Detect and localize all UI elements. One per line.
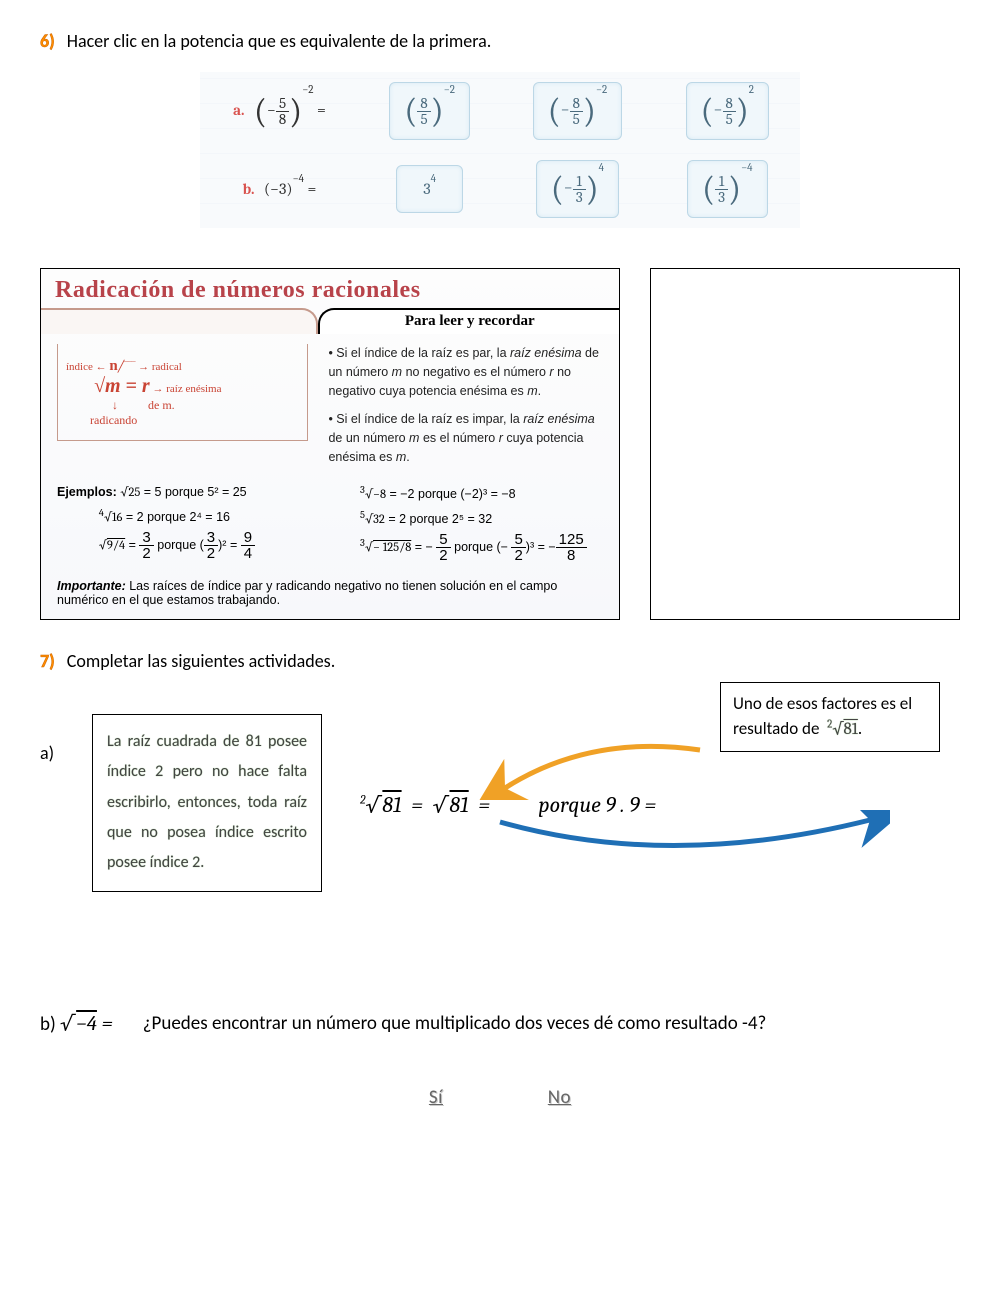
table-row: b. (−3)−4 = 34 (−13)4 (13)−4 bbox=[200, 150, 800, 228]
q6-number: 6) bbox=[40, 30, 55, 52]
part-b-label: b) √−4 = bbox=[40, 1012, 113, 1036]
definition-par: • Si el índice de la raíz es par, la raí… bbox=[328, 344, 605, 400]
examples-right: 3√−8 = −2 porque (−2)³ = −8 5√32 = 2 por… bbox=[360, 481, 603, 563]
table-row: a. (−58)−2 = (85)−2 (−85)−2 (−85)2 bbox=[200, 72, 800, 150]
part-b-question: ¿Puedes encontrar un número que multipli… bbox=[143, 1012, 767, 1035]
option-a1[interactable]: (85)−2 bbox=[389, 82, 470, 140]
si-no-row: Sí No bbox=[40, 1086, 960, 1109]
q7-number: 7) bbox=[40, 650, 55, 672]
row-a-prompt: a. (−58)−2 = bbox=[200, 72, 359, 150]
question-7: 7) Completar las siguientes actividades. bbox=[40, 650, 960, 672]
definition-impar: • Si el índice de la raíz es impar, la r… bbox=[328, 410, 605, 466]
option-si[interactable]: Sí bbox=[429, 1086, 443, 1109]
arrow-blue-icon bbox=[420, 810, 890, 870]
definitions: • Si el índice de la raíz es par, la raí… bbox=[318, 334, 619, 479]
label-radicando: radicando bbox=[66, 413, 299, 428]
row-label: b. bbox=[243, 180, 261, 198]
theory-row: Radicación de números racionales Para le… bbox=[40, 268, 960, 620]
panel-title: Radicación de números racionales bbox=[41, 269, 619, 308]
ex7-part-b: b) √−4 = ¿Puedes encontrar un número que… bbox=[40, 1012, 960, 1036]
radicacion-panel: Radicación de números racionales Para le… bbox=[40, 268, 620, 620]
row-label: a. bbox=[233, 101, 250, 119]
examples-block: Ejemplos: √25 = 5 porque 5² = 25 4√16 = … bbox=[41, 479, 619, 579]
option-b1[interactable]: 34 bbox=[396, 165, 463, 213]
part-a-label: a) bbox=[40, 742, 54, 764]
examples-label: Ejemplos: bbox=[57, 485, 117, 499]
option-a2[interactable]: (−85)−2 bbox=[533, 82, 622, 140]
q7-text: Completar las siguientes actividades. bbox=[67, 650, 336, 672]
q6-text: Hacer clic en la potencia que es equival… bbox=[67, 30, 492, 52]
arrow-orange-icon bbox=[450, 740, 730, 800]
option-a3[interactable]: (−85)2 bbox=[686, 82, 769, 140]
examples-left: Ejemplos: √25 = 5 porque 5² = 25 4√16 = … bbox=[57, 481, 300, 563]
option-b2[interactable]: (−13)4 bbox=[536, 160, 619, 218]
factor-note-box: Uno de esos factores es el resultado de … bbox=[720, 682, 940, 752]
importante-note: Importante: Las raíces de índice par y r… bbox=[41, 579, 619, 619]
prompt-expr: (−58)−2 = bbox=[254, 101, 326, 119]
tab-para-leer: Para leer y recordar bbox=[318, 308, 619, 334]
tab-left-blank bbox=[41, 308, 318, 334]
tabs-row: Para leer y recordar bbox=[41, 308, 619, 334]
label-dem: de m. bbox=[148, 398, 175, 412]
label-raiz: → raíz enésima bbox=[152, 383, 221, 395]
row-b-prompt: b. (−3)−4 = bbox=[200, 150, 359, 228]
note-text: La raíz cuadrada de 81 posee índice 2 pe… bbox=[107, 732, 307, 873]
prompt-expr: (−3)−4 = bbox=[264, 180, 316, 198]
ex6-options-table: a. (−58)−2 = (85)−2 (−85)−2 (−85)2 b. (−… bbox=[200, 72, 800, 228]
ex7-part-a: a) La raíz cuadrada de 81 posee índice 2… bbox=[40, 692, 960, 972]
question-6: 6) Hacer clic en la potencia que es equi… bbox=[40, 30, 960, 52]
empty-work-box bbox=[650, 268, 960, 620]
label-indice: índice ← bbox=[66, 361, 107, 373]
option-b3[interactable]: (13)−4 bbox=[687, 160, 767, 218]
label-radical: → radical bbox=[138, 361, 182, 373]
formula-diagram: índice ← n╱‾‾‾ → radical √m = r → raíz e… bbox=[41, 334, 318, 479]
note-raiz-cuadrada: La raíz cuadrada de 81 posee índice 2 pe… bbox=[92, 714, 322, 892]
panel-body: índice ← n╱‾‾‾ → radical √m = r → raíz e… bbox=[41, 334, 619, 479]
option-no[interactable]: No bbox=[548, 1086, 571, 1109]
